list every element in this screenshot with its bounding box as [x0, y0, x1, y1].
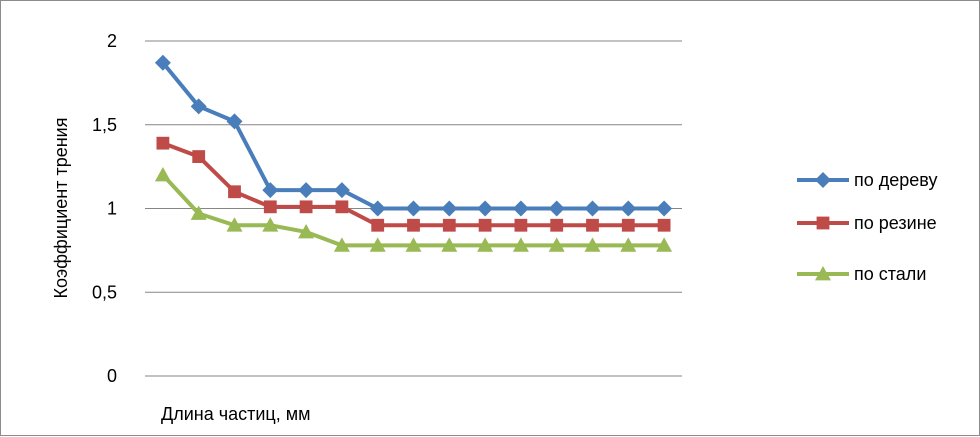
- data-point: [405, 200, 422, 217]
- series-diamond: [154, 54, 673, 217]
- data-point: [620, 200, 637, 217]
- gridlines: [145, 40, 682, 293]
- data-point: [657, 218, 671, 232]
- legend-label: по стали: [854, 264, 926, 284]
- data-point: [369, 237, 386, 252]
- data-point: [656, 237, 673, 252]
- y-tick-label: 0,5: [92, 282, 117, 302]
- data-point: [620, 237, 637, 252]
- y-axis-ticks: 0 0,5 1 1,5 2: [92, 31, 117, 386]
- data-point: [228, 185, 241, 199]
- data-point: [299, 200, 313, 214]
- data-point: [815, 172, 831, 188]
- data-point: [371, 218, 385, 232]
- legend-item: по дереву: [797, 170, 937, 190]
- y-tick-label: 1: [107, 199, 117, 219]
- legend: по дереву по резине по стали: [797, 170, 937, 284]
- data-point: [586, 218, 599, 232]
- data-point: [405, 237, 422, 252]
- data-point: [441, 237, 458, 252]
- data-point: [621, 218, 635, 232]
- data-point: [477, 200, 494, 217]
- data-point: [154, 54, 171, 71]
- y-tick-label: 2: [107, 31, 117, 51]
- y-axis-title: Коэффициент трения: [51, 118, 71, 299]
- data-point: [512, 237, 529, 252]
- data-point: [550, 218, 564, 232]
- data-point: [548, 200, 565, 217]
- data-point: [262, 182, 279, 199]
- data-point: [156, 136, 170, 150]
- data-point: [512, 200, 529, 217]
- data-point: [369, 200, 386, 217]
- data-point: [298, 223, 315, 239]
- legend-item: по стали: [797, 264, 926, 284]
- y-tick-label: 1,5: [92, 115, 117, 135]
- data-point: [298, 182, 315, 199]
- data-point: [226, 217, 243, 232]
- x-axis-title: Длина частиц, мм: [161, 404, 310, 424]
- data-point: [816, 216, 830, 230]
- data-point: [407, 218, 420, 232]
- data-point: [190, 205, 207, 220]
- series-square: [156, 136, 671, 232]
- data-point: [262, 217, 279, 232]
- legend-label: по дереву: [854, 170, 937, 190]
- data-point: [442, 218, 456, 232]
- data-point: [815, 266, 831, 281]
- series-layer: [154, 54, 673, 252]
- legend-label: по резине: [854, 213, 937, 233]
- data-point: [190, 98, 207, 115]
- data-point: [333, 237, 350, 252]
- data-point: [584, 237, 601, 252]
- data-point: [584, 200, 601, 217]
- data-point: [514, 218, 528, 232]
- data-point: [335, 200, 349, 214]
- data-point: [548, 237, 565, 252]
- data-point: [441, 200, 458, 217]
- legend-item: по резине: [797, 213, 937, 233]
- data-point: [226, 113, 243, 130]
- series-triangle: [154, 167, 673, 252]
- data-point: [192, 150, 206, 163]
- data-point: [478, 218, 492, 232]
- data-point: [333, 182, 350, 199]
- data-point: [477, 237, 494, 252]
- data-point: [154, 167, 171, 182]
- data-point: [263, 200, 277, 214]
- data-point: [656, 200, 673, 217]
- y-tick-label: 0: [107, 366, 117, 386]
